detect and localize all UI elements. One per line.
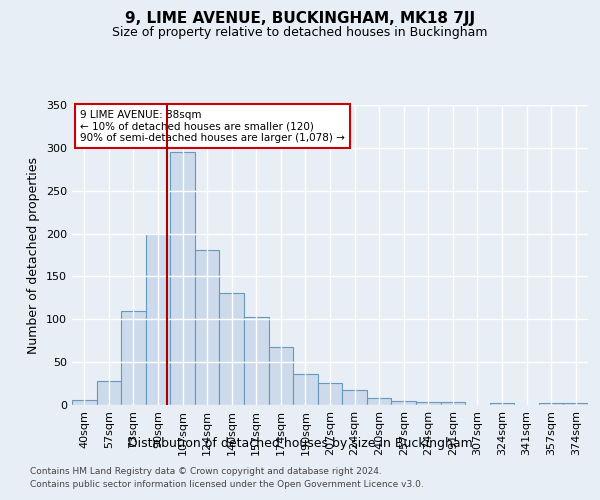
Bar — [244, 316, 269, 405]
Text: Contains HM Land Registry data © Crown copyright and database right 2024.: Contains HM Land Registry data © Crown c… — [30, 467, 382, 476]
Bar — [416, 402, 440, 405]
Bar — [97, 381, 121, 405]
Bar — [539, 404, 563, 405]
Bar — [220, 292, 244, 405]
Text: Contains public sector information licensed under the Open Government Licence v3: Contains public sector information licen… — [30, 480, 424, 489]
Text: 9 LIME AVENUE: 88sqm
← 10% of detached houses are smaller (120)
90% of semi-deta: 9 LIME AVENUE: 88sqm ← 10% of detached h… — [80, 110, 344, 142]
Bar — [72, 400, 97, 405]
Bar — [293, 374, 318, 405]
Bar — [440, 402, 465, 405]
Bar — [146, 234, 170, 405]
Bar — [269, 346, 293, 405]
Bar — [563, 404, 588, 405]
Text: Distribution of detached houses by size in Buckingham: Distribution of detached houses by size … — [128, 438, 472, 450]
Bar — [367, 398, 391, 405]
Bar — [170, 152, 195, 405]
Bar — [121, 310, 146, 405]
Bar — [490, 404, 514, 405]
Bar — [391, 400, 416, 405]
Bar — [318, 382, 342, 405]
Text: Size of property relative to detached houses in Buckingham: Size of property relative to detached ho… — [112, 26, 488, 39]
Text: 9, LIME AVENUE, BUCKINGHAM, MK18 7JJ: 9, LIME AVENUE, BUCKINGHAM, MK18 7JJ — [125, 11, 475, 26]
Y-axis label: Number of detached properties: Number of detached properties — [28, 156, 40, 354]
Bar — [195, 250, 220, 405]
Bar — [342, 390, 367, 405]
